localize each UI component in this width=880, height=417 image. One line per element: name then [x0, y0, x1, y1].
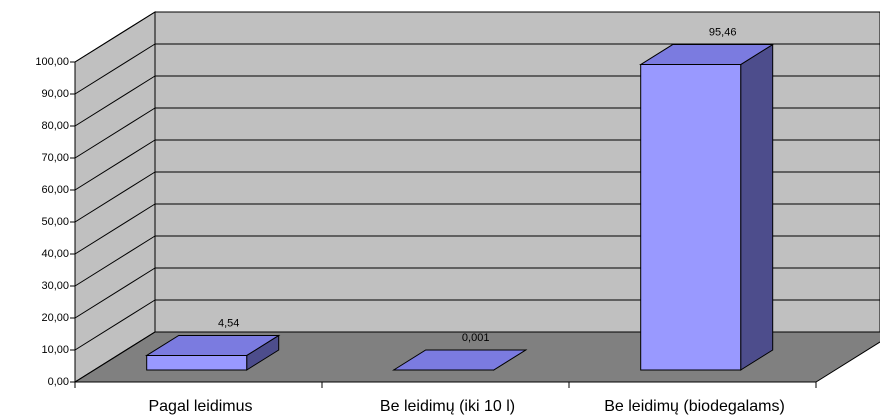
bar-top: [144, 334, 281, 356]
grid-line: [74, 267, 156, 319]
grid-line: [74, 75, 156, 127]
y-tick-label: 100,00: [35, 56, 69, 68]
grid-line: [74, 171, 156, 223]
bar-side: [740, 43, 774, 371]
value-label: 0,001: [462, 332, 490, 344]
value-label: 4,54: [218, 317, 239, 329]
grid-line: [74, 299, 156, 351]
grid-line: [74, 107, 156, 159]
y-tick-label: 70,00: [41, 152, 69, 164]
x-tick-label: Be leidimų (biodegalams): [604, 398, 785, 415]
x-tick-label: Be leidimų (iki 10 l): [380, 398, 515, 415]
y-tick-label: 60,00: [41, 184, 69, 196]
grid-line: [74, 331, 156, 383]
y-tick-label: 0,00: [48, 376, 69, 388]
bar-front: [146, 354, 248, 371]
grid-line: [74, 139, 156, 191]
bar-front: [640, 64, 742, 371]
grid-line: [74, 43, 156, 95]
bar-top: [638, 44, 775, 66]
grid-line: [74, 203, 156, 255]
bar-top: [391, 349, 528, 371]
y-tick-label: 40,00: [41, 248, 69, 260]
bar: [638, 43, 775, 371]
grid-line: [74, 11, 156, 63]
y-tick-label: 30,00: [41, 280, 69, 292]
x-tick-label: Pagal leidimus: [148, 398, 252, 415]
bar: [391, 349, 528, 371]
bar: [144, 334, 281, 371]
y-tick-label: 50,00: [41, 216, 69, 228]
y-tick-label: 80,00: [41, 120, 69, 132]
grid-line: [74, 235, 156, 287]
y-tick-label: 90,00: [41, 88, 69, 100]
y-tick-label: 20,00: [41, 312, 69, 324]
y-tick-label: 10,00: [41, 344, 69, 356]
value-label: 95,46: [709, 26, 737, 38]
